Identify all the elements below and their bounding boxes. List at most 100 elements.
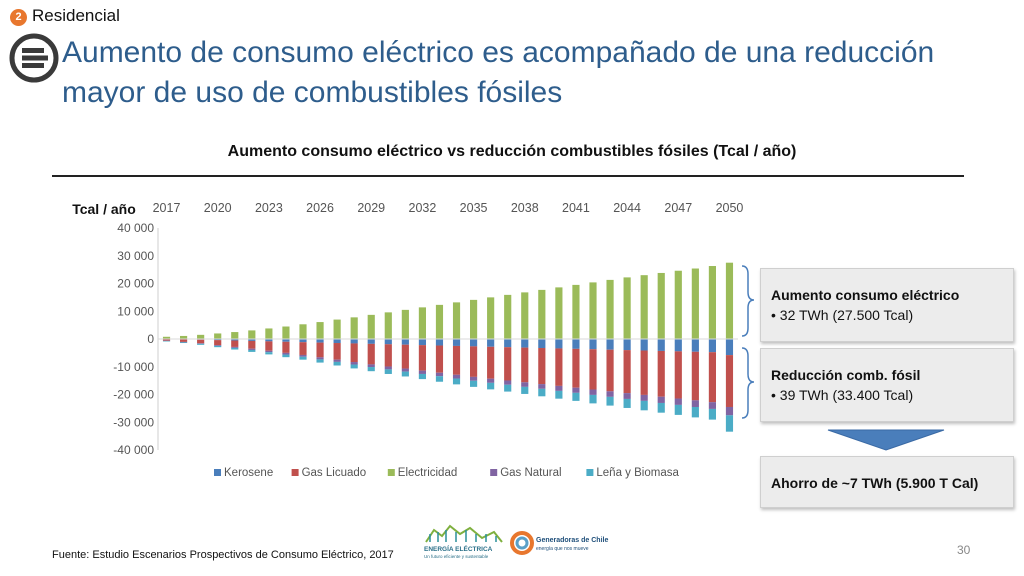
bar-electricidad xyxy=(572,284,580,339)
bar-gas-licuado xyxy=(657,350,665,397)
bar-gas-licuado xyxy=(521,347,529,383)
bar-gas-natural xyxy=(418,370,426,374)
increase-box: Aumento consumo eléctrico • 32 TWh (27.5… xyxy=(760,268,1014,342)
bar-gas-licuado xyxy=(214,340,222,346)
bar-kerosene xyxy=(504,339,512,348)
bar-le-a-y-biomasa xyxy=(572,392,580,401)
bar-kerosene xyxy=(657,339,665,351)
savings-box: Ahorro de ~7 TWh (5.900 T Cal) xyxy=(760,456,1014,508)
title-divider xyxy=(52,175,964,177)
bar-gas-licuado xyxy=(538,348,546,385)
bar-gas-natural xyxy=(572,387,580,393)
bar-kerosene xyxy=(418,339,426,346)
bar-gas-licuado xyxy=(265,341,273,351)
reduction-title: Reducción comb. fósil xyxy=(771,367,921,383)
bar-gas-licuado xyxy=(606,349,614,392)
bar-electricidad xyxy=(350,317,358,339)
legend-label: Gas Licuado xyxy=(302,467,367,479)
bar-gas-natural xyxy=(265,350,273,353)
bar-electricidad xyxy=(623,277,631,339)
logo-right-subtitle: energía que nos mueve xyxy=(536,546,589,552)
bar-electricidad xyxy=(333,319,341,339)
y-tick-label: -20 000 xyxy=(113,388,154,402)
bar-le-a-y-biomasa xyxy=(657,402,665,413)
bar-kerosene xyxy=(623,339,631,351)
legend-label: Kerosene xyxy=(224,467,273,479)
bar-kerosene xyxy=(572,339,580,349)
bar-kerosene xyxy=(589,339,597,350)
savings-text: Ahorro de ~7 TWh (5.900 T Cal) xyxy=(771,475,979,491)
bar-gas-natural xyxy=(725,406,734,416)
bar-kerosene xyxy=(316,339,324,343)
bar-gas-natural xyxy=(606,391,614,397)
bar-le-a-y-biomasa xyxy=(418,373,426,380)
bar-kerosene xyxy=(470,339,478,347)
bar-electricidad xyxy=(589,282,597,339)
legend-swatch xyxy=(291,469,299,476)
down-arrow-icon xyxy=(827,429,945,451)
bar-gas-natural xyxy=(162,340,171,342)
page-number: 30 xyxy=(957,543,971,557)
chart-title: Aumento consumo eléctrico vs reducción c… xyxy=(227,143,797,160)
bar-le-a-y-biomasa xyxy=(350,364,358,369)
bar-le-a-y-biomasa xyxy=(333,361,341,366)
bar-electricidad xyxy=(197,334,205,339)
reduction-bullet: • 39 TWh (33.400 Tcal) xyxy=(771,387,914,403)
bar-le-a-y-biomasa xyxy=(521,386,529,394)
bar-gas-licuado xyxy=(162,339,171,341)
x-tick-label: 2029 xyxy=(357,201,385,215)
bar-gas-natural xyxy=(470,376,478,381)
bar-electricidad xyxy=(418,307,426,339)
bar-le-a-y-biomasa xyxy=(180,342,188,344)
bar-gas-licuado xyxy=(725,355,734,407)
logo-right-title: Generadoras de Chile xyxy=(536,537,608,544)
bar-le-a-y-biomasa xyxy=(589,394,597,404)
bar-gas-licuado xyxy=(452,345,461,375)
bar-gas-natural xyxy=(197,343,205,344)
bar-gas-natural xyxy=(521,382,529,387)
y-tick-label: 40 000 xyxy=(117,221,154,235)
bar-electricidad xyxy=(452,302,461,339)
increase-bracket xyxy=(741,265,755,337)
legend-label: Leña y Biomasa xyxy=(596,467,679,479)
energia-electrica-logo: ENERGÍA ELÉCTRICA Un futuro eficiente y … xyxy=(424,524,503,559)
bar-gas-natural xyxy=(367,364,375,368)
bar-gas-licuado xyxy=(401,344,409,369)
bar-electricidad xyxy=(401,309,409,339)
bar-gas-licuado xyxy=(572,348,580,388)
bar-gas-licuado xyxy=(282,341,290,353)
bar-gas-licuado xyxy=(180,339,188,342)
bar-gas-natural xyxy=(623,393,631,399)
stacked-bar-chart: 40 000 30 000 20 000 10 000 0 -10 000 -20 000 -… xyxy=(72,201,743,479)
bar-gas-licuado xyxy=(384,344,392,367)
bar-le-a-y-biomasa xyxy=(504,384,512,392)
y-axis-label: Tcal / año xyxy=(72,201,136,217)
bar-gas-natural xyxy=(555,385,563,391)
legend-swatch xyxy=(586,469,594,476)
bar-kerosene xyxy=(555,339,563,349)
bar-electricidad xyxy=(606,279,614,339)
footer-logos: ENERGÍA ELÉCTRICA Un futuro eficiente y … xyxy=(424,524,608,559)
bar-electricidad xyxy=(504,294,512,339)
bar-kerosene xyxy=(708,339,716,353)
bar-electricidad xyxy=(384,312,392,339)
bar-le-a-y-biomasa xyxy=(367,367,375,372)
bar-le-a-y-biomasa xyxy=(555,390,563,399)
legend-label: Gas Natural xyxy=(500,467,561,479)
bar-kerosene xyxy=(367,339,375,344)
bar-electricidad xyxy=(214,333,222,339)
bar-gas-natural xyxy=(180,341,188,343)
bar-electricidad xyxy=(708,266,716,339)
bar-electricidad xyxy=(367,314,375,339)
bar-gas-natural xyxy=(504,380,512,385)
bar-kerosene xyxy=(401,339,409,345)
bar-kerosene xyxy=(640,339,648,351)
x-tick-label: 2020 xyxy=(204,201,232,215)
bar-gas-licuado xyxy=(504,347,512,381)
bar-gas-licuado xyxy=(367,343,375,365)
x-tick-label: 2023 xyxy=(255,201,283,215)
bar-electricidad xyxy=(657,272,665,339)
bar-gas-natural xyxy=(487,378,495,383)
reduction-box: Reducción comb. fósil • 39 TWh (33.400 T… xyxy=(760,348,1014,422)
bar-gas-natural xyxy=(452,374,461,379)
